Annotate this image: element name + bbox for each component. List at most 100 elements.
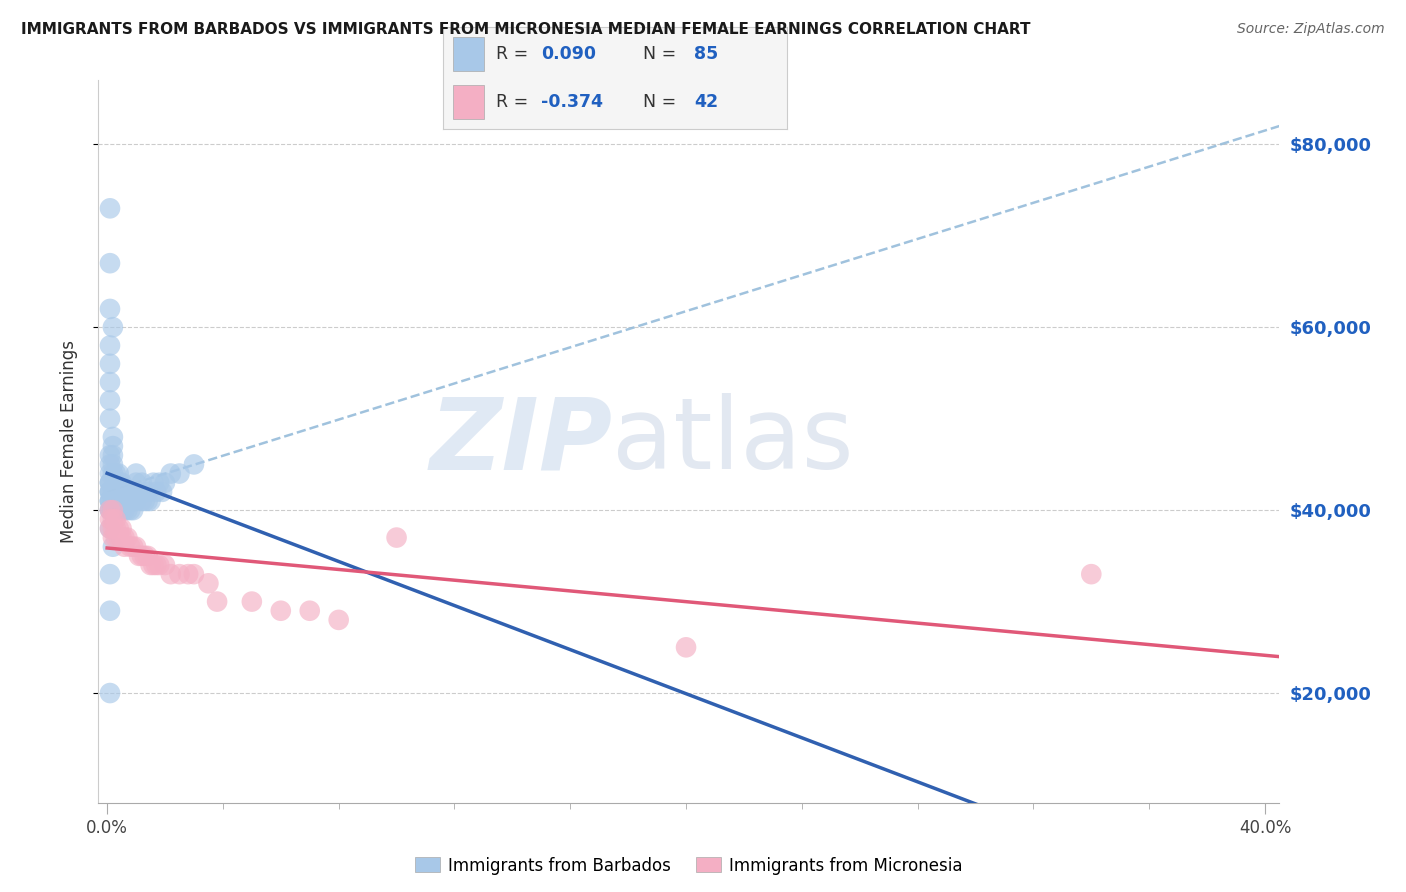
Point	[134, 549, 156, 563]
Point	[136, 494, 159, 508]
Point	[148, 558, 170, 572]
Text: IMMIGRANTS FROM BARBADOS VS IMMIGRANTS FROM MICRONESIA MEDIAN FEMALE EARNINGS CO: IMMIGRANTS FROM BARBADOS VS IMMIGRANTS F…	[21, 22, 1031, 37]
Point	[98, 604, 121, 618]
Point	[120, 540, 142, 554]
Point	[98, 686, 121, 700]
Point	[101, 512, 124, 526]
Point	[98, 467, 121, 481]
Point	[98, 475, 121, 490]
Point	[110, 503, 132, 517]
Point	[153, 475, 176, 490]
Point	[110, 475, 132, 490]
Text: R =: R =	[496, 93, 534, 111]
Point	[110, 531, 132, 545]
Point	[98, 448, 121, 462]
Point	[104, 484, 127, 499]
Point	[110, 494, 132, 508]
Point	[98, 503, 121, 517]
Point	[114, 540, 136, 554]
Bar	[453, 37, 484, 70]
Point	[107, 467, 129, 481]
Point	[98, 475, 121, 490]
Point	[120, 484, 142, 499]
Point	[107, 494, 129, 508]
Point	[98, 503, 121, 517]
Point	[107, 484, 129, 499]
Point	[117, 503, 139, 517]
Point	[98, 484, 121, 499]
Point	[101, 503, 124, 517]
Point	[98, 338, 121, 352]
Point	[101, 503, 124, 517]
Point	[142, 475, 165, 490]
Legend: Immigrants from Barbados, Immigrants from Micronesia: Immigrants from Barbados, Immigrants fro…	[408, 850, 970, 881]
Point	[104, 494, 127, 508]
Point	[139, 494, 162, 508]
Point	[98, 301, 121, 316]
Point	[101, 320, 124, 334]
Point	[98, 475, 121, 490]
Point	[107, 521, 129, 535]
Text: Source: ZipAtlas.com: Source: ZipAtlas.com	[1237, 22, 1385, 37]
Point	[98, 494, 121, 508]
Point	[169, 467, 191, 481]
Point	[110, 484, 132, 499]
Text: 0.090: 0.090	[541, 45, 596, 63]
Point	[101, 439, 124, 453]
Point	[110, 521, 132, 535]
Point	[107, 475, 129, 490]
Point	[98, 521, 121, 535]
Point	[107, 484, 129, 499]
Text: ZIP: ZIP	[429, 393, 612, 490]
Point	[120, 503, 142, 517]
Point	[122, 540, 145, 554]
Point	[98, 503, 121, 517]
Point	[101, 503, 124, 517]
Text: N =: N =	[643, 93, 682, 111]
Text: N =: N =	[643, 45, 682, 63]
Text: R =: R =	[496, 45, 534, 63]
Point	[125, 467, 148, 481]
Point	[122, 503, 145, 517]
Point	[125, 494, 148, 508]
Point	[114, 531, 136, 545]
Point	[101, 494, 124, 508]
Point	[159, 567, 181, 582]
Point	[240, 594, 263, 608]
Point	[101, 531, 124, 545]
Point	[177, 567, 200, 582]
Point	[104, 503, 127, 517]
Point	[125, 475, 148, 490]
Point	[145, 558, 167, 572]
Point	[385, 531, 408, 545]
Point	[114, 503, 136, 517]
Point	[98, 567, 121, 582]
Point	[98, 494, 121, 508]
Y-axis label: Median Female Earnings: Median Female Earnings	[59, 340, 77, 543]
Point	[98, 494, 121, 508]
Point	[120, 494, 142, 508]
Point	[104, 521, 127, 535]
Text: 42: 42	[695, 93, 718, 111]
Point	[98, 375, 121, 389]
Point	[205, 594, 228, 608]
Point	[131, 549, 153, 563]
Point	[101, 458, 124, 472]
Point	[675, 640, 697, 655]
Point	[169, 567, 191, 582]
Point	[110, 484, 132, 499]
Point	[1080, 567, 1102, 582]
Point	[148, 475, 170, 490]
Text: -0.374: -0.374	[541, 93, 603, 111]
Point	[183, 567, 205, 582]
Point	[114, 484, 136, 499]
Point	[128, 484, 150, 499]
Point	[197, 576, 219, 591]
Point	[117, 531, 139, 545]
Point	[104, 494, 127, 508]
Point	[328, 613, 350, 627]
Text: atlas: atlas	[612, 393, 853, 490]
Point	[150, 484, 173, 499]
Point	[183, 458, 205, 472]
Point	[270, 604, 292, 618]
